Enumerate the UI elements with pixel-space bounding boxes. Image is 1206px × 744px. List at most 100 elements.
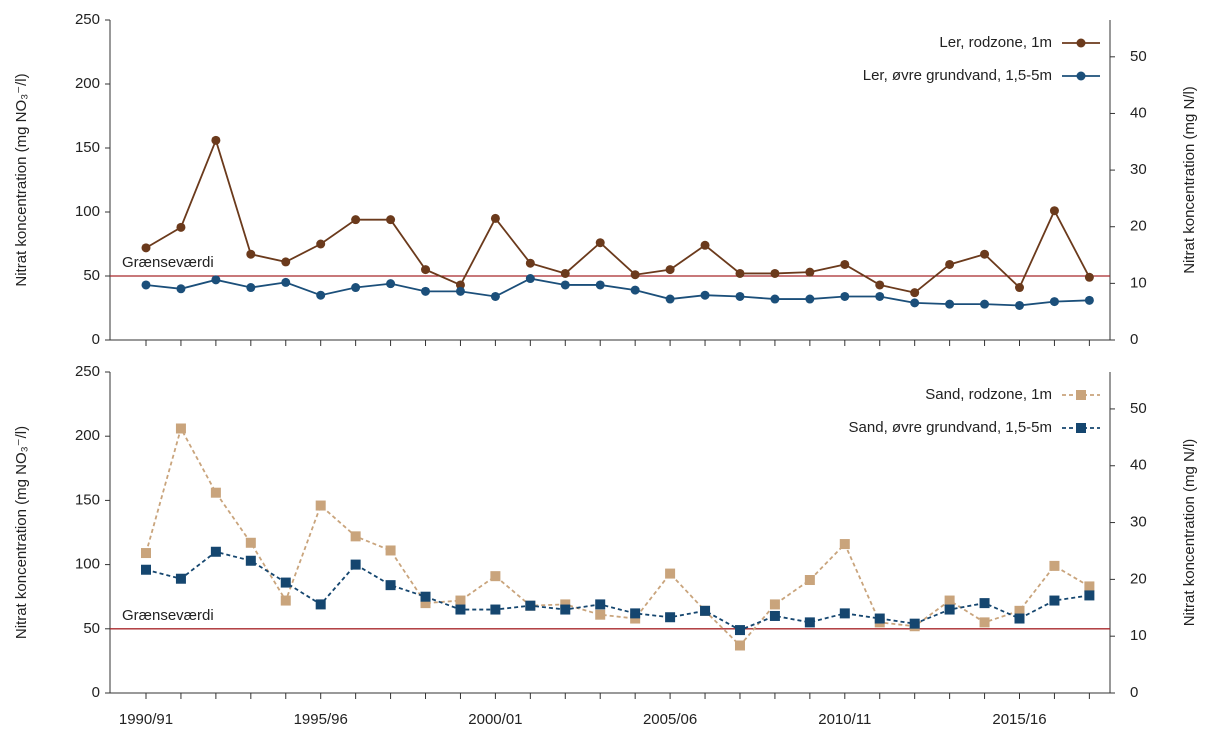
marker: [386, 279, 396, 289]
marker: [560, 280, 570, 290]
marker: [595, 238, 605, 248]
marker: [175, 423, 186, 434]
marker: [176, 284, 186, 294]
y2-axis-label: Nitrat koncentration (mg N/l): [1181, 86, 1198, 274]
marker: [735, 268, 745, 278]
marker: [280, 595, 291, 606]
marker: [979, 598, 990, 609]
marker: [595, 599, 606, 610]
marker: [490, 291, 500, 301]
x-tick-label: 1990/91: [119, 711, 173, 728]
x-tick-label: 2000/01: [468, 711, 522, 728]
y2-tick-label: 30: [1130, 514, 1147, 531]
marker: [910, 288, 920, 298]
marker: [455, 595, 466, 606]
y-axis-label: Nitrat koncentration (mg NO₃⁻/l): [13, 73, 30, 286]
marker: [246, 249, 256, 259]
marker: [280, 577, 291, 588]
marker: [700, 605, 711, 616]
marker: [1084, 590, 1095, 601]
marker: [979, 617, 990, 628]
marker: [1015, 300, 1024, 310]
marker: [385, 580, 396, 591]
marker: [316, 290, 326, 300]
marker: [1084, 581, 1095, 592]
y-tick-label: 150: [75, 139, 100, 156]
marker: [350, 559, 361, 570]
marker: [770, 268, 780, 278]
x-tick-label: 1995/96: [294, 711, 348, 728]
y-tick-label: 250: [75, 11, 100, 28]
marker: [875, 291, 885, 301]
y-tick-label: 100: [75, 556, 100, 573]
marker: [141, 243, 151, 253]
marker: [490, 571, 501, 582]
y2-tick-label: 40: [1130, 104, 1147, 121]
marker: [945, 299, 955, 309]
marker: [386, 215, 396, 225]
marker: [246, 283, 256, 293]
marker: [420, 598, 431, 609]
marker: [245, 537, 256, 548]
series-line: [145, 277, 1090, 307]
series-line: [145, 137, 1091, 294]
marker: [421, 265, 431, 275]
marker: [211, 135, 221, 145]
y-tick-label: 0: [92, 684, 100, 701]
marker: [805, 294, 815, 304]
marker: [560, 599, 571, 610]
y2-axis-label: Nitrat koncentration (mg N/l): [1181, 439, 1198, 627]
y-tick-label: 150: [75, 491, 100, 508]
marker: [805, 267, 815, 277]
marker: [630, 285, 640, 295]
marker: [700, 290, 710, 300]
marker: [316, 239, 326, 249]
marker: [770, 294, 780, 304]
marker: [980, 249, 990, 259]
legend-marker: [1076, 423, 1086, 433]
legend-marker: [1076, 71, 1086, 81]
marker: [839, 539, 850, 550]
marker: [245, 555, 256, 566]
y2-tick-label: 40: [1130, 457, 1147, 474]
threshold-label: Grænseværdi: [122, 607, 214, 624]
marker: [210, 546, 221, 557]
marker: [176, 222, 186, 232]
marker: [839, 608, 850, 619]
marker: [525, 258, 535, 268]
marker: [665, 265, 675, 275]
marker: [350, 531, 361, 542]
y2-tick-label: 50: [1130, 400, 1147, 417]
marker: [909, 618, 920, 629]
marker: [525, 600, 536, 611]
y2-tick-label: 50: [1130, 48, 1147, 65]
y2-tick-label: 10: [1130, 274, 1147, 291]
y2-tick-label: 0: [1130, 331, 1138, 348]
marker: [141, 548, 151, 559]
marker: [630, 608, 641, 619]
marker: [665, 612, 676, 623]
legend-label: Ler, rodzone, 1m: [939, 34, 1052, 51]
marker: [351, 215, 361, 225]
marker: [385, 545, 396, 556]
threshold-label: Grænseværdi: [122, 254, 214, 271]
legend-label: Sand, rodzone, 1m: [925, 386, 1052, 403]
marker: [1014, 605, 1025, 616]
marker: [560, 604, 571, 615]
series-line: [145, 426, 1090, 647]
marker: [910, 298, 920, 308]
marker: [769, 610, 780, 621]
marker: [175, 573, 186, 584]
marker: [1049, 595, 1060, 606]
marker: [1014, 613, 1025, 624]
marker: [595, 609, 606, 620]
marker: [210, 487, 221, 498]
marker: [665, 568, 676, 579]
marker: [455, 604, 466, 615]
y-tick-label: 200: [75, 427, 100, 444]
marker: [804, 575, 815, 586]
marker: [315, 599, 326, 610]
y2-tick-label: 20: [1130, 218, 1147, 235]
